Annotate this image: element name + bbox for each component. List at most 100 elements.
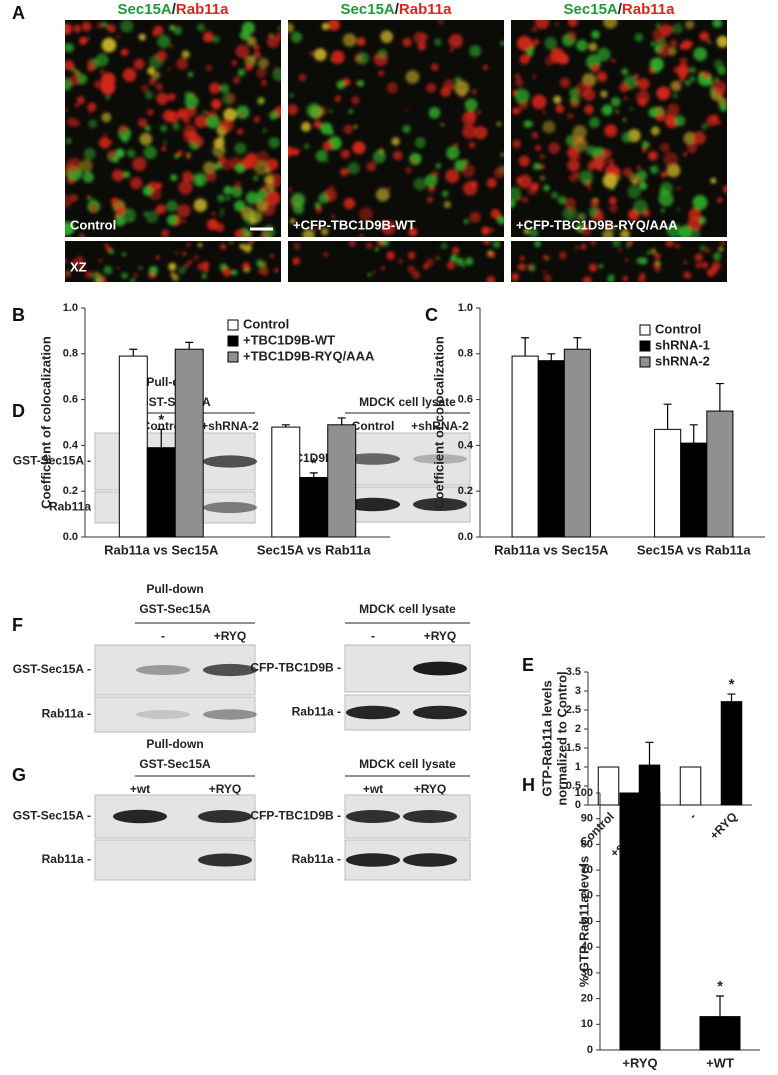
- row-label: Rab11a -: [292, 705, 341, 719]
- signal-spot: [678, 225, 693, 237]
- signal-spot: [349, 36, 354, 41]
- signal-spot: [685, 80, 691, 86]
- signal-spot: [646, 251, 651, 255]
- blot-band: [346, 705, 400, 720]
- signal-spot: [288, 187, 293, 192]
- signal-spot: [266, 35, 280, 49]
- signal-spot: [692, 195, 708, 211]
- signal-spot: [201, 273, 207, 279]
- signal-spot: [717, 65, 727, 75]
- signal-spot: [313, 120, 322, 129]
- signal-spot: [720, 241, 726, 246]
- signal-spot: [237, 68, 246, 77]
- signal-spot: [655, 114, 664, 122]
- signal-spot: [531, 131, 539, 139]
- signal-spot: [603, 20, 618, 29]
- bar: [699, 1016, 741, 1051]
- signal-spot: [175, 251, 179, 255]
- signal-spot: [118, 124, 128, 134]
- blot-band: [198, 809, 252, 824]
- signal-spot: [193, 198, 208, 212]
- signal-spot: [313, 48, 327, 61]
- signal-spot: [511, 199, 516, 209]
- signal-spot: [387, 186, 391, 190]
- y-tick-label: 0.4: [458, 439, 474, 451]
- micrograph-label: +CFP-TBC1D9B-RYQ/AAA: [516, 217, 678, 232]
- signal-spot: [574, 172, 579, 177]
- signal-spot: [566, 112, 574, 120]
- signal-spot: [89, 203, 99, 214]
- signal-spot: [445, 169, 460, 184]
- signal-spot: [397, 258, 404, 265]
- signal-spot: [511, 107, 519, 115]
- signal-spot: [607, 275, 615, 282]
- signal-spot: [166, 200, 178, 212]
- signal-spot: [380, 220, 396, 235]
- y-tick-label: 1.0: [458, 302, 473, 314]
- error-bar: [716, 995, 724, 1017]
- y-tick-label: 40: [581, 941, 593, 953]
- signal-spot: [155, 182, 163, 189]
- signal-spot: [488, 252, 493, 257]
- row-label: Rab11a -: [42, 852, 91, 866]
- bar: [327, 424, 357, 538]
- signal-spot: [693, 47, 708, 61]
- signal-spot: [172, 122, 180, 131]
- signal-spot: [690, 228, 701, 237]
- signal-spot: [482, 65, 488, 70]
- signal-spot: [596, 209, 601, 214]
- signal-spot: [272, 67, 281, 82]
- bar: [654, 428, 682, 538]
- signal-spot: [557, 53, 570, 65]
- signal-spot: [184, 263, 189, 268]
- signal-spot: [562, 206, 577, 221]
- signal-spot: [87, 64, 95, 72]
- signal-spot: [648, 152, 656, 160]
- signal-spot: [288, 92, 294, 98]
- annotation: *: [158, 411, 164, 428]
- x-tick-label: Rab11a vs Sec15A: [104, 542, 219, 557]
- signal-spot: [205, 111, 210, 116]
- signal-spot: [274, 66, 278, 70]
- signal-spot: [202, 261, 210, 269]
- signal-spot: [249, 217, 257, 225]
- signal-spot: [576, 39, 588, 52]
- signal-spot: [417, 41, 427, 51]
- signal-spot: [197, 242, 203, 248]
- signal-spot: [601, 148, 612, 159]
- signal-spot: [186, 242, 191, 247]
- signal-spot: [633, 199, 648, 214]
- signal-spot: [539, 175, 546, 181]
- lane-label: -: [371, 629, 375, 643]
- signal-spot: [231, 186, 243, 198]
- signal-spot: [683, 152, 687, 157]
- signal-spot: [516, 177, 523, 184]
- y-tick-label: 60: [581, 890, 593, 902]
- signal-spot: [112, 156, 119, 163]
- signal-spot: [622, 276, 628, 282]
- signal-spot: [663, 151, 679, 167]
- signal-spot: [652, 261, 659, 268]
- signal-spot: [413, 177, 427, 191]
- blot-band: [203, 502, 257, 513]
- error-bar: [521, 337, 530, 357]
- signal-spot: [65, 23, 73, 35]
- x-tick-label: +RYQ: [707, 809, 740, 842]
- panel-letter: C: [425, 305, 438, 325]
- signal-spot: [637, 78, 650, 90]
- signal-spot: [153, 25, 164, 36]
- signal-spot: [517, 35, 533, 51]
- signal-spot: [167, 110, 180, 123]
- signal-spot: [452, 246, 460, 255]
- signal-spot: [698, 71, 703, 75]
- signal-spot: [511, 187, 521, 201]
- signal-spot: [374, 247, 380, 252]
- signal-spot: [426, 196, 434, 203]
- signal-spot: [306, 102, 322, 118]
- signal-spot: [717, 120, 722, 125]
- signal-spot: [252, 175, 259, 181]
- signal-spot: [500, 153, 504, 157]
- error-bar: [645, 741, 654, 766]
- legend-label: shRNA-2: [655, 353, 710, 368]
- signal-spot: [343, 197, 356, 210]
